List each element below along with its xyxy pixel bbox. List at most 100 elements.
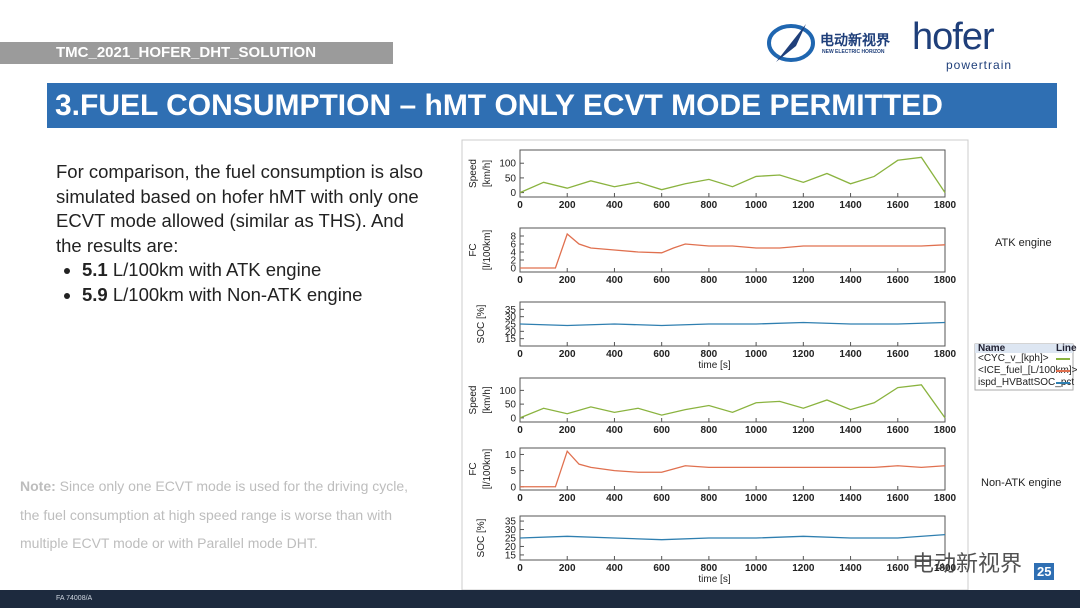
logo-subtext: powertrain: [946, 58, 1013, 72]
x-tick-label: 1200: [792, 493, 815, 504]
paragraph: For comparison, the fuel consumption is …: [56, 161, 424, 256]
y-tick-label: 25: [505, 320, 517, 331]
x-tick-label: 1000: [745, 349, 768, 360]
x-tick-label: 800: [701, 425, 718, 436]
body-text: For comparison, the fuel consumption is …: [56, 160, 428, 307]
y-axis-label: FC: [468, 243, 479, 256]
y-tick-label: 0: [510, 188, 516, 199]
x-axis-label: time [s]: [698, 360, 730, 371]
logo-subtext: NEW ELECTRIC HORIZON: [822, 49, 885, 55]
bullet: 5.1 L/100km with ATK engine: [82, 258, 428, 283]
x-tick-label: 1000: [745, 275, 768, 286]
x-tick-label: 1400: [839, 349, 862, 360]
x-tick-label: 600: [653, 425, 670, 436]
x-tick-label: 1000: [745, 563, 768, 574]
y-tick-label: 4: [510, 248, 516, 259]
x-tick-label: 0: [517, 349, 523, 360]
y-tick-label: 8: [510, 232, 516, 243]
x-tick-label: 1600: [887, 200, 910, 211]
y-tick-label: 35: [505, 305, 517, 316]
x-tick-label: 200: [559, 563, 576, 574]
y-tick-label: 0: [510, 482, 516, 493]
x-tick-label: 200: [559, 275, 576, 286]
x-tick-label: 400: [606, 275, 623, 286]
y-tick-label: 6: [510, 240, 516, 251]
data-line: [520, 232, 946, 269]
bullet-text: L/100km with Non-ATK engine: [112, 283, 363, 305]
y-tick-label: 15: [505, 550, 517, 561]
y-tick-label: 25: [505, 534, 517, 545]
note-text: Since only one ECVT mode is used for the…: [20, 478, 409, 551]
y-tick-label: 5: [510, 466, 516, 477]
y-tick-label: 50: [505, 173, 517, 184]
x-tick-label: 1600: [887, 563, 910, 574]
x-tick-label: 0: [517, 563, 523, 574]
header-tag: TMC_2021_HOFER_DHT_SOLUTION: [0, 42, 393, 64]
y-tick-label: 2: [510, 256, 516, 267]
plot-panel: [461, 139, 969, 590]
x-tick-label: 1800: [934, 493, 957, 504]
y-axis-label: Speed: [468, 386, 479, 415]
legend-label: <ICE_fuel_[L/100km]>: [978, 365, 1078, 376]
y-axis-label: [l/100km]: [482, 229, 493, 270]
x-tick-label: 400: [606, 425, 623, 436]
x-tick-label: 1400: [839, 493, 862, 504]
y-axis-label: Speed: [468, 159, 479, 188]
x-tick-label: 1600: [887, 493, 910, 504]
bullet-value: 5.1: [82, 259, 108, 280]
slide-title: 3.FUEL CONSUMPTION – hMT ONLY ECVT MODE …: [47, 83, 1057, 128]
x-tick-label: 1800: [934, 275, 957, 286]
x-tick-label: 200: [559, 425, 576, 436]
watermark: 电动新视界: [912, 551, 1023, 576]
x-tick-label: 200: [559, 200, 576, 211]
x-tick-label: 1800: [934, 425, 957, 436]
legend-label: <CYC_v_[kph]>: [978, 353, 1049, 364]
y-tick-label: 50: [505, 400, 517, 411]
legend-header-bg: [975, 344, 1073, 353]
x-tick-label: 600: [653, 275, 670, 286]
plot-frame: [519, 227, 946, 273]
x-tick-label: 1000: [745, 425, 768, 436]
engine-label: Non-ATK engine: [981, 477, 1062, 489]
bullet-text: L/100km with ATK engine: [112, 259, 322, 280]
x-tick-label: 800: [701, 493, 718, 504]
plot-frame: [519, 447, 946, 491]
x-axis-label: time [s]: [698, 574, 730, 585]
y-tick-label: 20: [505, 327, 517, 338]
x-tick-label: 1800: [934, 563, 957, 574]
x-tick-label: 400: [606, 200, 623, 211]
x-tick-label: 0: [517, 425, 523, 436]
x-tick-label: 600: [653, 349, 670, 360]
x-tick-label: 1600: [887, 275, 910, 286]
note: Note: Since only one ECVT mode is used f…: [20, 472, 415, 558]
x-tick-label: 400: [606, 563, 623, 574]
legend-label: ispd_HVBattSOC_pct: [978, 377, 1074, 388]
logo-text: hofer: [912, 16, 995, 58]
data-line: [519, 156, 946, 194]
x-tick-label: 800: [701, 275, 718, 286]
y-axis-label: [l/100km]: [482, 448, 493, 489]
x-tick-label: 800: [701, 200, 718, 211]
x-tick-label: 1400: [839, 563, 862, 574]
y-axis-label: [km/h]: [482, 160, 493, 187]
y-tick-label: 100: [499, 386, 516, 397]
logo-icon: [767, 24, 815, 62]
x-tick-label: 1400: [839, 275, 862, 286]
y-tick-label: 30: [505, 525, 517, 536]
x-tick-label: 1600: [887, 425, 910, 436]
x-tick-label: 200: [559, 493, 576, 504]
note-label: Note:: [20, 478, 56, 494]
x-tick-label: 1000: [745, 200, 768, 211]
x-tick-label: 400: [606, 493, 623, 504]
y-tick-label: 30: [505, 312, 517, 323]
y-tick-label: 15: [505, 334, 517, 345]
x-tick-label: 1400: [839, 200, 862, 211]
x-tick-label: 600: [653, 563, 670, 574]
data-line: [519, 384, 946, 419]
footer: FA 74008/A: [0, 590, 1080, 608]
bullet: 5.9 L/100km with Non-ATK engine: [82, 283, 428, 308]
x-tick-label: 400: [606, 349, 623, 360]
x-tick-label: 200: [559, 349, 576, 360]
